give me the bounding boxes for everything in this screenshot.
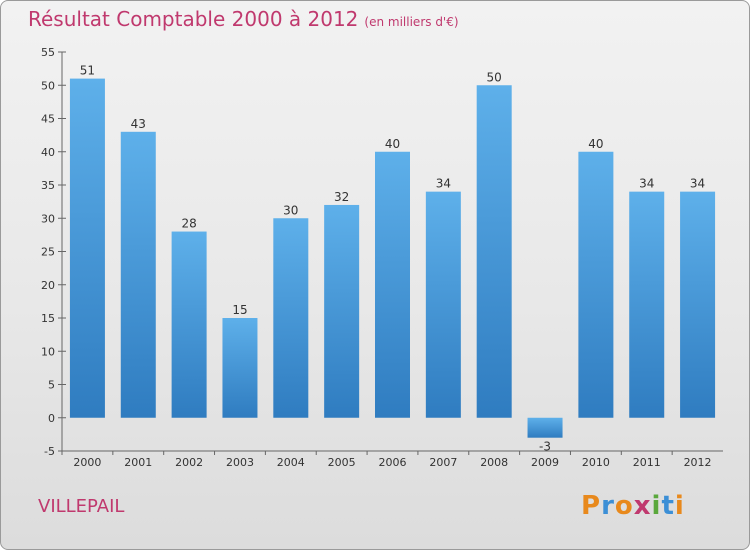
- bar-2008: [476, 85, 512, 418]
- data-label-2002: 28: [181, 217, 196, 231]
- x-tick-label: 2001: [124, 456, 152, 469]
- y-tick-label: 20: [41, 279, 55, 292]
- y-tick-label: 35: [41, 179, 55, 192]
- bar-2003: [222, 318, 258, 418]
- x-tick-label: 2006: [379, 456, 407, 469]
- bar-2010: [578, 151, 614, 418]
- data-label-2012: 34: [690, 177, 705, 191]
- y-tick-label: 40: [41, 146, 55, 159]
- data-label-2010: 40: [588, 137, 603, 151]
- y-tick-label: 0: [48, 412, 55, 425]
- data-label-2004: 30: [283, 203, 298, 217]
- bar-2005: [324, 204, 360, 418]
- logo-letter: x: [633, 491, 652, 521]
- bar-2011: [629, 191, 665, 418]
- data-label-2000: 51: [80, 64, 95, 78]
- proxiti-logo: Proxiti: [581, 491, 685, 521]
- data-label-2011: 34: [639, 177, 654, 191]
- bar-2009: [527, 417, 563, 438]
- y-tick-label: -5: [44, 445, 55, 458]
- data-label-2006: 40: [385, 137, 400, 151]
- x-tick-label: 2003: [226, 456, 254, 469]
- logo-letter: r: [601, 491, 615, 521]
- logo-letter: i: [651, 491, 662, 521]
- bar-2007: [425, 191, 461, 418]
- x-tick-label: 2005: [328, 456, 356, 469]
- y-tick-label: 55: [41, 46, 55, 59]
- chart-title: Résultat Comptable 2000 à 2012 (en millie…: [28, 7, 459, 31]
- bar-2002: [171, 231, 207, 418]
- x-tick-label: 2000: [73, 456, 101, 469]
- bar-2004: [273, 218, 309, 418]
- y-tick-label: 25: [41, 246, 55, 259]
- bar-2012: [680, 191, 716, 418]
- data-label-2007: 34: [436, 177, 451, 191]
- y-tick-label: 45: [41, 113, 55, 126]
- data-label-2001: 43: [131, 117, 146, 131]
- data-label-2005: 32: [334, 190, 349, 204]
- chart-subtitle: (en milliers d'€): [364, 15, 459, 29]
- data-label-2009: -3: [539, 440, 551, 454]
- x-tick-label: 2011: [633, 456, 661, 469]
- bar-2006: [375, 151, 410, 418]
- commune-name: VILLEPAIL: [38, 496, 125, 517]
- x-tick-label: 2008: [480, 456, 508, 469]
- data-label-2003: 15: [232, 303, 247, 317]
- logo-letter: t: [661, 491, 675, 521]
- y-tick-label: 5: [48, 379, 55, 392]
- bar-2000: [69, 78, 105, 418]
- y-tick-label: 50: [41, 79, 55, 92]
- x-tick-label: 2007: [429, 456, 457, 469]
- x-tick-label: 2012: [684, 456, 712, 469]
- x-tick-label: 2009: [531, 456, 559, 469]
- x-tick-label: 2002: [175, 456, 203, 469]
- logo-letter: P: [581, 491, 602, 521]
- y-tick-label: 10: [41, 345, 55, 358]
- logo-letter: o: [614, 491, 634, 521]
- data-label-2008: 50: [487, 70, 502, 84]
- logo-letter: i: [674, 491, 685, 521]
- y-tick-label: 15: [41, 312, 55, 325]
- x-tick-label: 2004: [277, 456, 305, 469]
- y-tick-label: 30: [41, 212, 55, 225]
- bar-2001: [120, 131, 156, 418]
- x-tick-label: 2010: [582, 456, 610, 469]
